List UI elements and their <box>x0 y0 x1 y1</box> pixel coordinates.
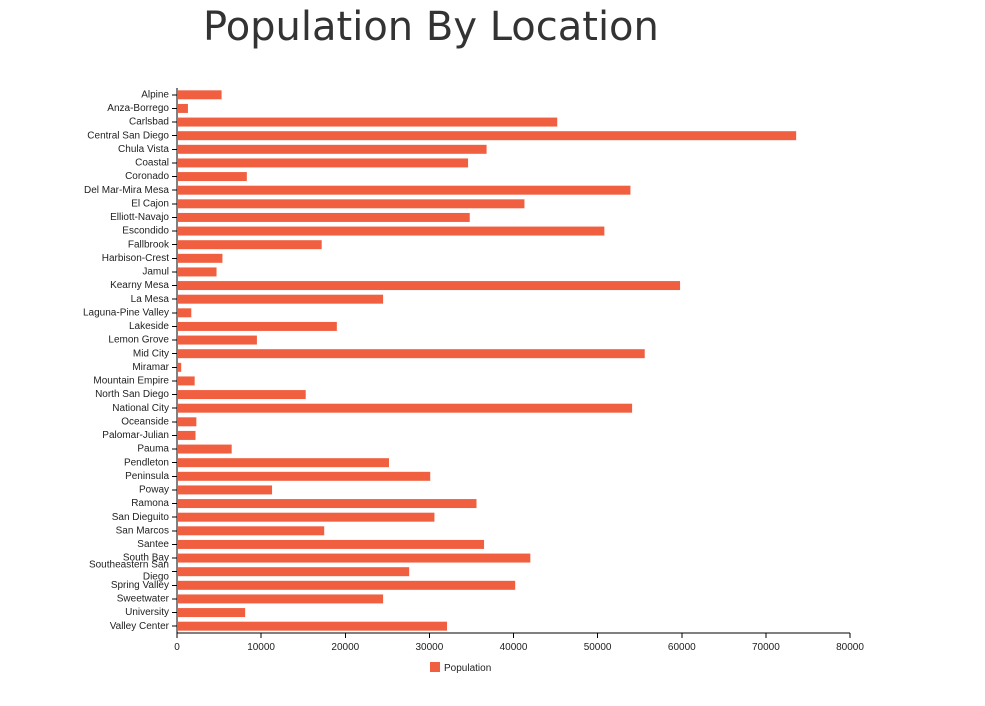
bar <box>178 526 325 536</box>
bar <box>178 349 645 359</box>
y-tick-label: Oceanside <box>121 416 169 427</box>
bar <box>178 485 273 495</box>
y-tick-label: Mountain Empire <box>93 376 169 387</box>
y-tick-label: Central San Diego <box>87 130 169 141</box>
bar <box>178 608 246 618</box>
bar <box>178 172 247 182</box>
x-axis: 0 10000 20000 30000 40000 50000 60000 70000 8000… <box>174 632 864 653</box>
y-tick-label: San Dieguito <box>112 512 170 523</box>
bar <box>178 390 306 400</box>
bar <box>178 553 531 563</box>
y-axis: Alpine Anza-Borrego Carlsbad Central San Di… <box>83 88 178 633</box>
bar <box>178 335 257 345</box>
y-tick-label: Laguna-Pine Valley <box>83 307 169 318</box>
y-tick-label: Escondido <box>122 226 169 237</box>
y-tick-label: Peninsula <box>125 471 169 482</box>
y-tick-label: Fallbrook <box>128 239 170 250</box>
x-tick-label: 0 <box>174 642 180 653</box>
bar <box>178 281 681 291</box>
y-tick-label: Coastal <box>135 158 169 169</box>
x-tick-label: 60000 <box>668 642 696 653</box>
bars-layer <box>178 90 797 631</box>
bar <box>178 512 435 522</box>
y-tick-label: Carlsbad <box>129 117 169 128</box>
bar <box>178 458 389 468</box>
y-tick-label: North San Diego <box>95 389 169 400</box>
y-tick-label: University <box>125 607 169 618</box>
y-tick-label: Miramar <box>132 362 169 373</box>
y-tick-label: Harbison-Crest <box>102 253 169 264</box>
y-tick-label: Lakeside <box>129 321 169 332</box>
y-tick-label: Elliott-Navajo <box>110 212 169 223</box>
legend: Population <box>430 662 491 674</box>
y-tick-label: Coronado <box>125 171 169 182</box>
y-tick-label: Del Mar-Mira Mesa <box>84 185 169 196</box>
x-tick-label: 40000 <box>500 642 528 653</box>
bar <box>178 158 469 168</box>
y-tick-label: Pendleton <box>124 457 169 468</box>
y-tick-label: Sweetwater <box>117 594 170 605</box>
y-tick-label: Kearny Mesa <box>110 280 169 291</box>
x-tick-label: 20000 <box>331 642 359 653</box>
bar <box>178 621 448 631</box>
bar <box>178 403 633 413</box>
legend-swatch <box>430 662 440 672</box>
bar <box>178 267 217 277</box>
y-tick-label: Mid City <box>133 348 169 359</box>
bar <box>178 144 487 154</box>
bar <box>178 321 337 331</box>
bar <box>178 308 192 318</box>
bar <box>178 444 232 454</box>
bar <box>178 294 384 304</box>
bar <box>178 376 195 386</box>
y-tick-label: National City <box>112 403 169 414</box>
bar <box>178 417 197 427</box>
y-tick-label: Alpine <box>141 89 169 100</box>
bar <box>178 430 196 440</box>
chart-title: Population By Location <box>203 4 659 50</box>
y-tick-label: Palomar-Julian <box>102 430 169 441</box>
y-tick-label: San Marcos <box>116 525 169 536</box>
bar <box>178 185 631 195</box>
x-tick-label: 80000 <box>836 642 864 653</box>
bar <box>178 499 477 509</box>
y-tick-label: Southeastern San Diego <box>89 560 169 583</box>
y-tick-label: South Bay <box>123 553 169 564</box>
x-tick-label: 10000 <box>247 642 275 653</box>
bar <box>178 240 322 250</box>
bar <box>178 253 223 263</box>
y-tick-label: Ramona <box>131 498 169 509</box>
y-tick-label: Spring Valley <box>111 580 169 591</box>
x-tick-label: 30000 <box>415 642 443 653</box>
bar <box>178 90 222 100</box>
bar <box>178 117 558 127</box>
bar <box>178 362 182 372</box>
y-tick-label: El Cajon <box>131 198 169 209</box>
bar <box>178 199 525 209</box>
x-tick-label: 70000 <box>752 642 780 653</box>
bar <box>178 226 605 236</box>
bar <box>178 131 797 141</box>
y-tick-label: Anza-Borrego <box>107 103 169 114</box>
y-tick-label: La Mesa <box>131 294 170 305</box>
y-tick-label: Valley Center <box>110 621 170 632</box>
y-tick-label: Chula Vista <box>118 144 169 155</box>
y-tick-label: Poway <box>139 485 169 496</box>
bar <box>178 471 431 481</box>
bar <box>178 580 516 590</box>
x-tick-label: 50000 <box>584 642 612 653</box>
legend-label: Population <box>444 663 491 674</box>
bar <box>178 567 410 577</box>
y-tick-label: Lemon Grove <box>108 335 169 346</box>
bar <box>178 103 188 113</box>
y-tick-label: Jamul <box>142 267 169 278</box>
bar <box>178 212 470 222</box>
y-tick-label: Pauma <box>137 444 169 455</box>
bar <box>178 539 485 549</box>
bar <box>178 594 384 604</box>
y-tick-label: Santee <box>137 539 169 550</box>
